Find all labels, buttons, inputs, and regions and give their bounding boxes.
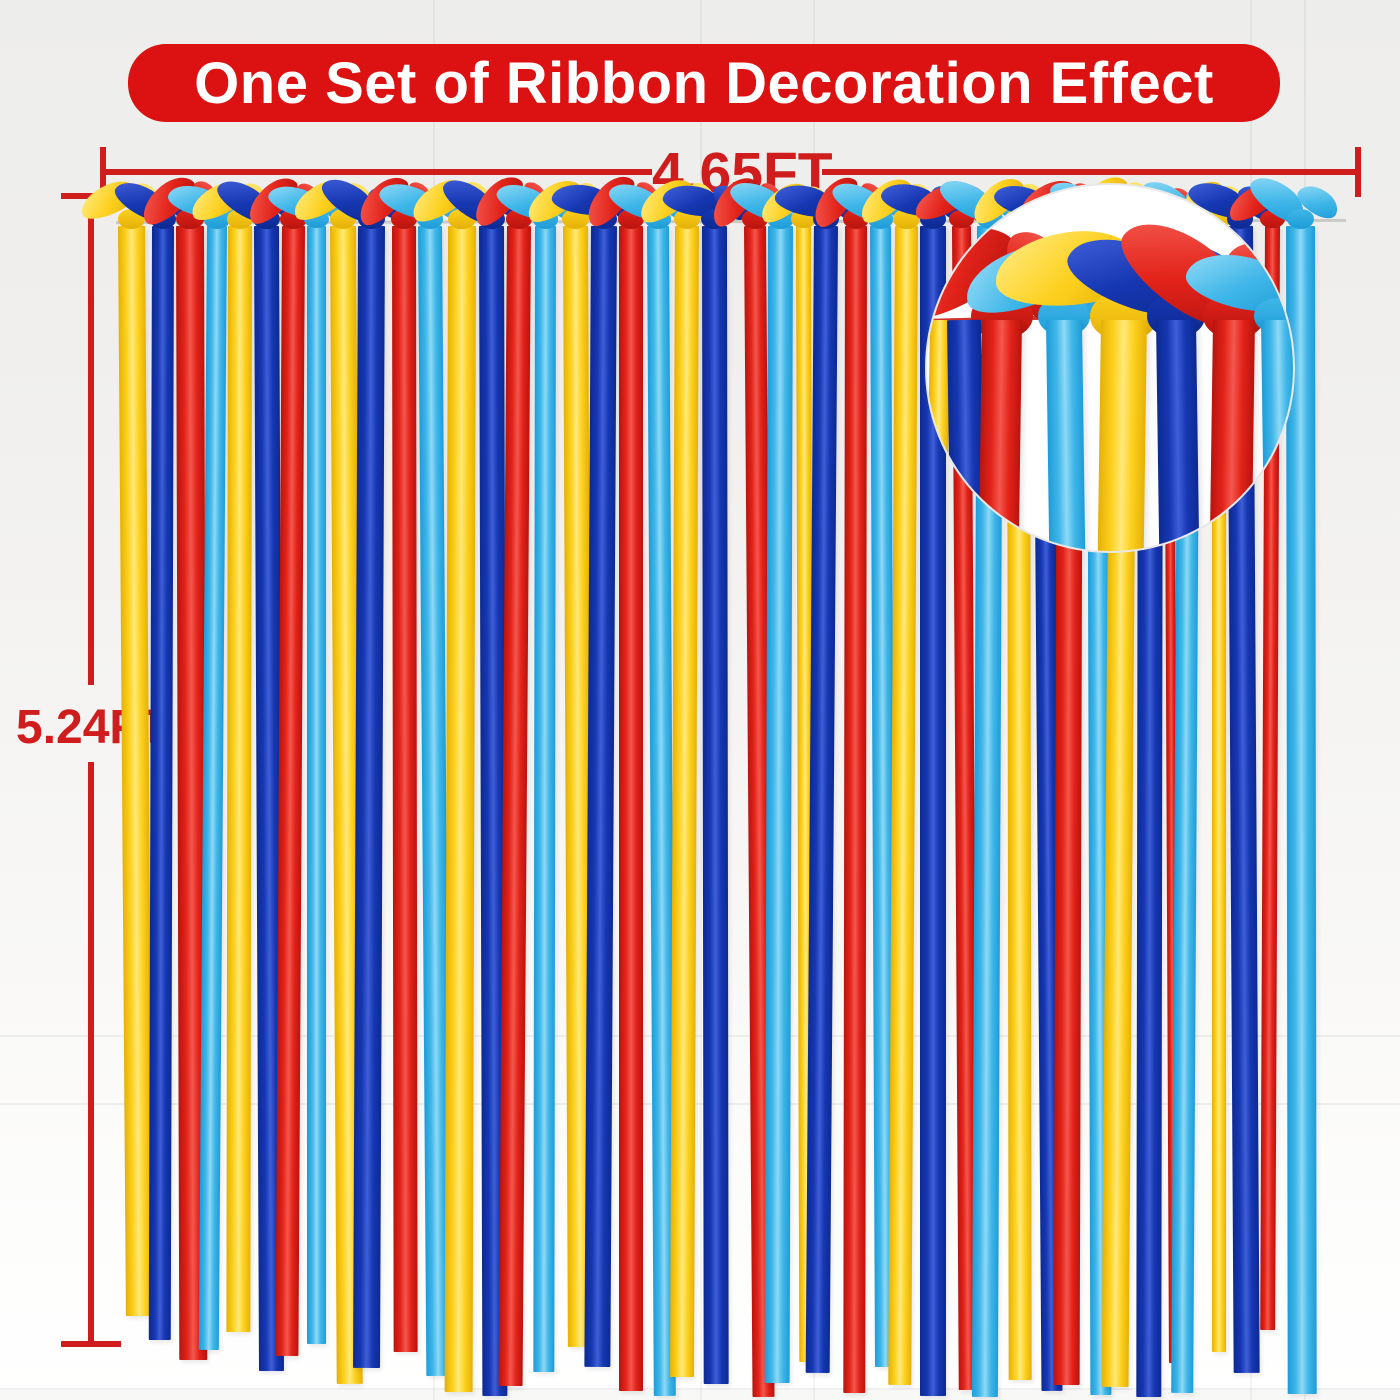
width-dimension-line-left (104, 169, 652, 175)
height-dimension-line-upper (88, 199, 94, 685)
width-dimension-line-right (822, 169, 1358, 175)
ribbon-red (275, 225, 305, 1357)
ribbon-red (843, 225, 867, 1394)
inset-ribbon-lightblue (1261, 319, 1293, 551)
wall-panel-line (0, 1035, 1400, 1037)
ribbon-blue (148, 225, 174, 1341)
wall-panel-line (0, 1103, 1400, 1105)
inset-ribbon-red (978, 319, 1022, 551)
inset-ribbon-layer (927, 185, 1293, 551)
title-banner-text: One Set of Ribbon Decoration Effect (194, 50, 1214, 116)
detail-zoom-inset-circle (925, 183, 1295, 553)
inset-ribbon-yellow (927, 319, 950, 551)
width-dimension-tick-left (100, 147, 106, 197)
wall-seam (700, 0, 702, 1400)
ribbon-blue (584, 225, 617, 1368)
ribbon-yellow (226, 225, 252, 1333)
title-banner: One Set of Ribbon Decoration Effect (128, 44, 1280, 122)
inset-ribbon-blue (1156, 319, 1200, 551)
ribbon-lightblue (764, 225, 793, 1384)
knot-core (1286, 208, 1315, 230)
ribbon-lightblue (307, 226, 326, 1344)
ribbon-red (619, 226, 643, 1391)
floor-line (0, 1388, 1400, 1390)
ribbon-yellow (888, 225, 918, 1386)
ribbon-red (392, 225, 418, 1353)
height-dimension-tick-bottom (61, 1341, 121, 1347)
width-dimension-tick-right (1355, 147, 1361, 197)
floor-band (0, 1390, 1400, 1400)
ribbon-yellow (444, 225, 476, 1393)
inset-ribbon-yellow (1097, 319, 1147, 551)
height-dimension-line-lower (88, 762, 94, 1341)
ribbon-blue (702, 225, 729, 1385)
ribbon-yellow (118, 225, 153, 1317)
inset-ribbon-red (1209, 319, 1255, 551)
inset-ribbon-lightblue (1046, 319, 1086, 551)
ribbon-blue (353, 225, 385, 1369)
ribbon-lightblue (533, 225, 556, 1373)
ribbon-yellow (669, 225, 699, 1378)
